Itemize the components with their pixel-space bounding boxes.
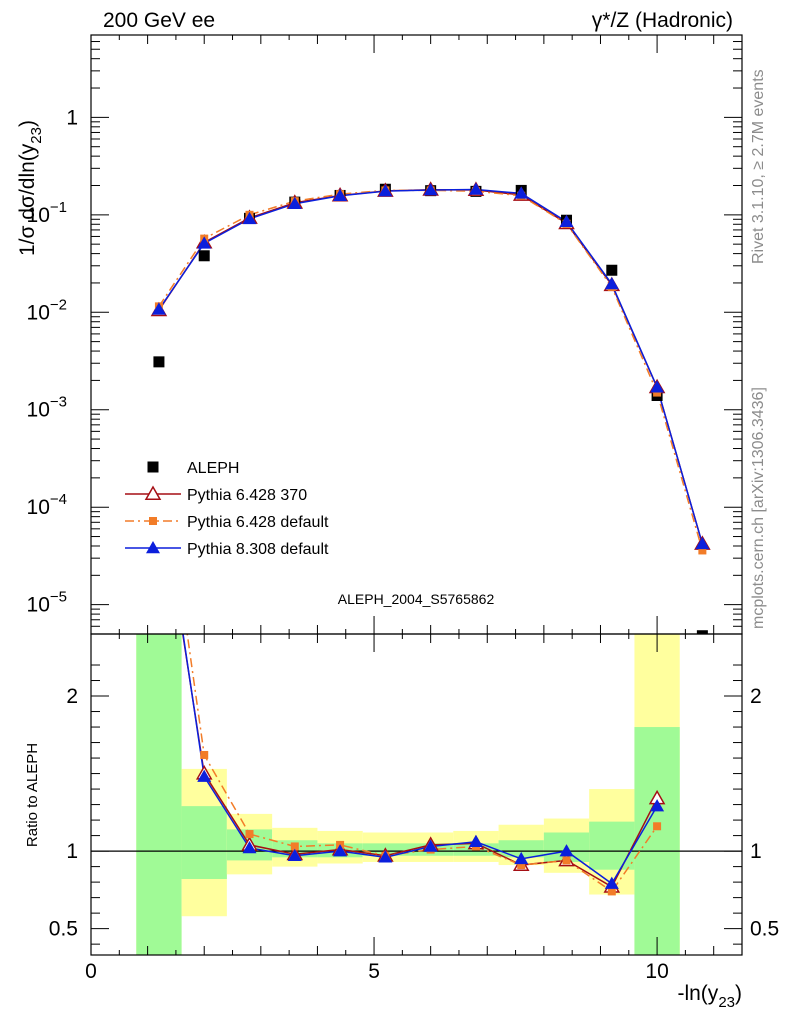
ratio-point-pythia-8-308-default [378, 850, 393, 863]
x-tick-labels: 0 5 10 [85, 960, 669, 983]
ratio-series-lines [182, 634, 658, 893]
ratio-point-pythia-6-428-default [517, 861, 526, 870]
left-title: 200 GeV ee [103, 9, 215, 32]
legend-entry-pythia-6-428-default: Pythia 6.428 default [125, 514, 329, 531]
legend-marker [149, 517, 157, 525]
main-point-pythia-6-428-default [653, 388, 662, 397]
legend-marker [147, 461, 159, 473]
main-point-aleph [696, 630, 708, 634]
main-point-pythia-8-308-default [650, 380, 665, 393]
axis-ticks [90, 34, 743, 955]
main-point-pythia-8-308-default [287, 196, 302, 209]
ratio-y-axis-label: Ratio to ALEPH [24, 743, 41, 847]
ratio-point-pythia-6-428-default [562, 856, 571, 865]
main-point-pythia-8-308-default [378, 184, 393, 197]
ratio-point-pythia-8-308-default [242, 841, 257, 854]
main-point-pythia-8-308-default [514, 186, 529, 199]
legend-entry-pythia-8-308-default: Pythia 8.308 default [125, 541, 329, 558]
right-title: γ*/Z (Hadronic) [592, 9, 733, 32]
legend-marker [146, 541, 160, 554]
ratio-point-pythia-8-308-default [287, 848, 302, 862]
ratio-y-tick-label-left: 1 [66, 840, 78, 863]
main-series-markers [150, 181, 711, 634]
ratio-point-pythia-8-308-default [468, 834, 483, 848]
inner-band-bin [498, 840, 544, 858]
main-point-pythia-8-308-default [468, 182, 483, 195]
ratio-point-pythia-6-428-default [607, 887, 616, 896]
ratio-point-pythia-8-308-default [514, 851, 529, 865]
legend-label: ALEPH [187, 460, 239, 477]
legend-entry-aleph: ALEPH [147, 460, 239, 477]
legend-marker [144, 485, 162, 500]
ratio-y-tick-label-right: 1 [750, 840, 762, 863]
ratio-line-pythia-6-428-default [186, 634, 658, 893]
ratio-point-pythia-8-308-default [423, 839, 438, 852]
main-y-tick-label: 1 [66, 106, 78, 129]
ratio-point-pythia-6-428-default [290, 842, 299, 851]
main-point-aleph [198, 250, 210, 262]
ratio-y-tick-label-right: 2 [750, 685, 762, 708]
ratio-y-tick-label-left: 0.5 [49, 918, 78, 941]
ratio-series-markers [195, 750, 666, 896]
x-tick-label: 5 [368, 960, 380, 983]
main-point-pythia-8-308-default [604, 277, 619, 290]
main-point-pythia-8-308-default [333, 188, 348, 201]
legend-label: Pythia 6.428 default [187, 514, 329, 531]
main-y-tick-label: 10−5 [27, 589, 67, 617]
main-point-aleph [153, 356, 165, 368]
main-y-tick-label: 10−1 [27, 199, 67, 227]
main-point-aleph [606, 264, 618, 276]
ratio-point-pythia-8-308-default [333, 844, 348, 857]
inner-band-bin [136, 634, 182, 955]
ratio-y-tick-labels: 0.5 0.5 1 1 2 2 [49, 685, 779, 941]
ratio-line-pythia-8-308-default [182, 634, 658, 885]
main-y-tick-label: 10−4 [27, 491, 67, 519]
analysis-label: ALEPH_2004_S5765862 [338, 591, 495, 607]
main-point-pythia-8-308-default [197, 236, 212, 249]
main-y-axis-label: 1/σ dσ/dln(y23) [16, 120, 45, 256]
ratio-point-pythia-6-428-default [200, 750, 209, 759]
x-axis-label: -ln(y23) [677, 982, 742, 1011]
x-tick-label: 10 [645, 960, 668, 983]
ratio-point-pythia-6-428-default [245, 830, 254, 839]
legend-label: Pythia 6.428 370 [187, 487, 307, 504]
main-y-tick-label: 10−3 [27, 394, 67, 422]
inner-band-bin [181, 806, 227, 880]
ratio-point-pythia-8-308-default [559, 844, 574, 857]
main-point-pythia-8-308-default [242, 211, 257, 225]
ratio-point-pythia-6-428-default [653, 822, 662, 831]
ratio-panel-frame [90, 633, 743, 956]
mcplots-label: mcplots.cern.ch [arXiv:1306.3436] [750, 387, 767, 629]
legend-entry-pythia-6-428-370: Pythia 6.428 370 [125, 485, 307, 504]
x-tick-label: 0 [85, 960, 97, 983]
legend: ALEPH Pythia 6.428 370 Pythia 6.428 defaul… [125, 460, 329, 558]
inner-band-bin [589, 821, 635, 870]
ratio-point-pythia-8-308-default [650, 799, 665, 812]
main-y-tick-label: 10−2 [27, 296, 67, 324]
ratio-y-tick-label-right: 0.5 [750, 918, 779, 941]
main-point-pythia-8-308-default [695, 536, 710, 550]
inner-band-bin [634, 727, 680, 955]
rivet-version-label: Rivet 3.1.10, ≥ 2.7M events [750, 69, 767, 264]
main-point-pythia-8-308-default [151, 302, 166, 315]
ratio-y-tick-label-left: 2 [66, 685, 78, 708]
main-point-pythia-8-308-default [559, 214, 574, 227]
main-y-tick-labels: 1 10−1 10−2 10−3 10−4 10−5 [27, 106, 78, 616]
legend-label: Pythia 8.308 default [187, 541, 329, 558]
ratio-point-pythia-8-308-default [197, 769, 212, 782]
main-point-pythia-8-308-default [423, 182, 438, 196]
main-point-pythia-6-428-default [698, 546, 707, 555]
ratio-point-pythia-8-308-default [604, 876, 619, 889]
